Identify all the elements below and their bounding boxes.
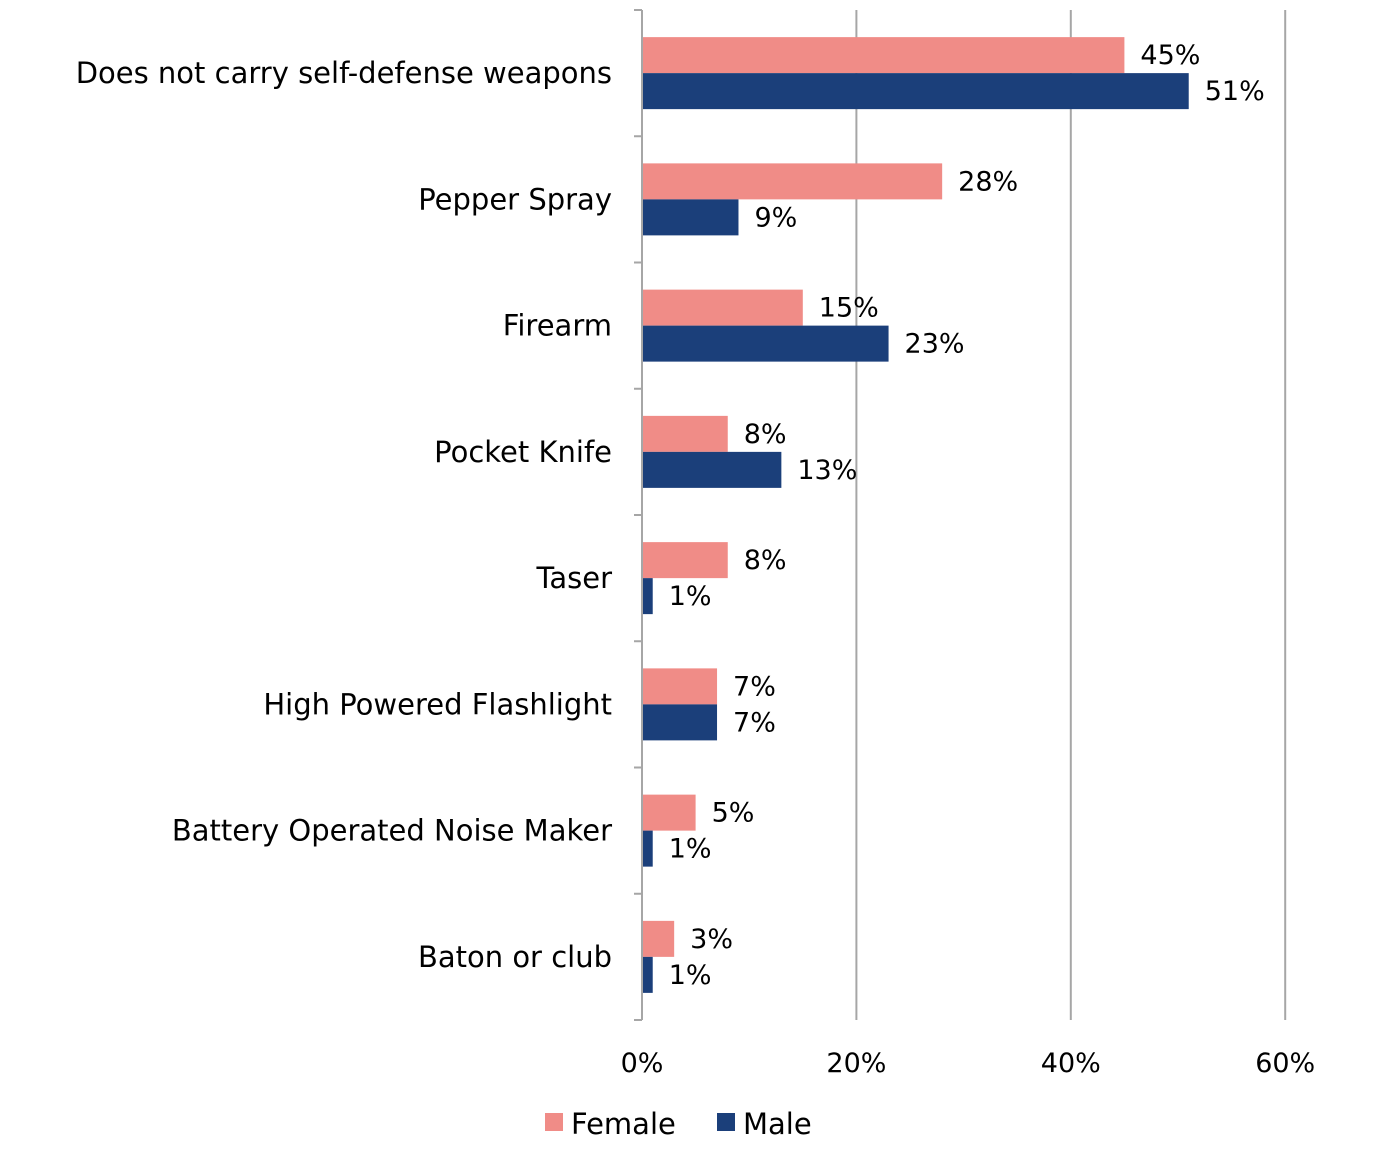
legend-swatch-male bbox=[717, 1113, 735, 1131]
bar-female bbox=[642, 542, 728, 579]
category-label: Firearm bbox=[503, 309, 612, 343]
data-label-female: 7% bbox=[733, 671, 776, 702]
data-label-female: 28% bbox=[958, 166, 1018, 197]
x-tick-label: 40% bbox=[1041, 1048, 1101, 1079]
category-label: Taser bbox=[535, 561, 612, 595]
bar-female bbox=[642, 289, 803, 326]
data-label-male: 9% bbox=[754, 202, 797, 233]
legend-label-male: Male bbox=[743, 1107, 812, 1141]
category-label: Pepper Spray bbox=[418, 182, 612, 216]
data-label-male: 13% bbox=[797, 455, 857, 486]
category-label: Does not carry self-defense weapons bbox=[76, 56, 612, 90]
y-axis bbox=[634, 9, 643, 1021]
bar-male bbox=[642, 704, 718, 741]
data-label-male: 23% bbox=[905, 329, 965, 360]
bars bbox=[642, 37, 1189, 993]
category-label: Baton or club bbox=[418, 940, 612, 974]
bar-female bbox=[642, 920, 675, 957]
data-label-female: 5% bbox=[712, 798, 755, 829]
x-tick-label: 20% bbox=[826, 1048, 886, 1079]
bar-female bbox=[642, 415, 728, 452]
bar-female bbox=[642, 37, 1125, 74]
bar-male bbox=[642, 830, 653, 867]
data-label-male: 1% bbox=[669, 581, 712, 612]
data-label-female: 8% bbox=[744, 545, 787, 576]
bar-male bbox=[642, 325, 889, 362]
gridlines bbox=[855, 10, 1287, 1020]
data-label-male: 51% bbox=[1205, 76, 1265, 107]
bar-male bbox=[642, 73, 1189, 110]
bar-female bbox=[642, 794, 696, 831]
labels: 0% 20% 40% 60% Does not carry self-defense w… bbox=[76, 40, 1316, 1079]
bar-female bbox=[642, 163, 943, 200]
legend: Female Male bbox=[545, 1107, 812, 1141]
data-label-female: 8% bbox=[744, 419, 787, 450]
data-label-female: 15% bbox=[819, 293, 879, 324]
legend-swatch-female bbox=[545, 1113, 563, 1131]
category-label: Pocket Knife bbox=[434, 435, 612, 469]
data-label-male: 1% bbox=[669, 834, 712, 865]
data-label-female: 45% bbox=[1140, 40, 1200, 71]
data-label-male: 7% bbox=[733, 707, 776, 738]
data-label-male: 1% bbox=[669, 960, 712, 991]
bar-male bbox=[642, 199, 739, 236]
legend-label-female: Female bbox=[571, 1107, 676, 1141]
category-label: Battery Operated Noise Maker bbox=[172, 814, 612, 848]
x-tick-label: 0% bbox=[621, 1048, 664, 1079]
category-label: High Powered Flashlight bbox=[263, 687, 612, 721]
bar-female bbox=[642, 668, 718, 705]
x-tick-label: 60% bbox=[1255, 1048, 1315, 1079]
bar-male bbox=[642, 578, 653, 615]
data-label-female: 3% bbox=[690, 924, 733, 955]
bar-male bbox=[642, 956, 653, 993]
bar-male bbox=[642, 451, 782, 488]
